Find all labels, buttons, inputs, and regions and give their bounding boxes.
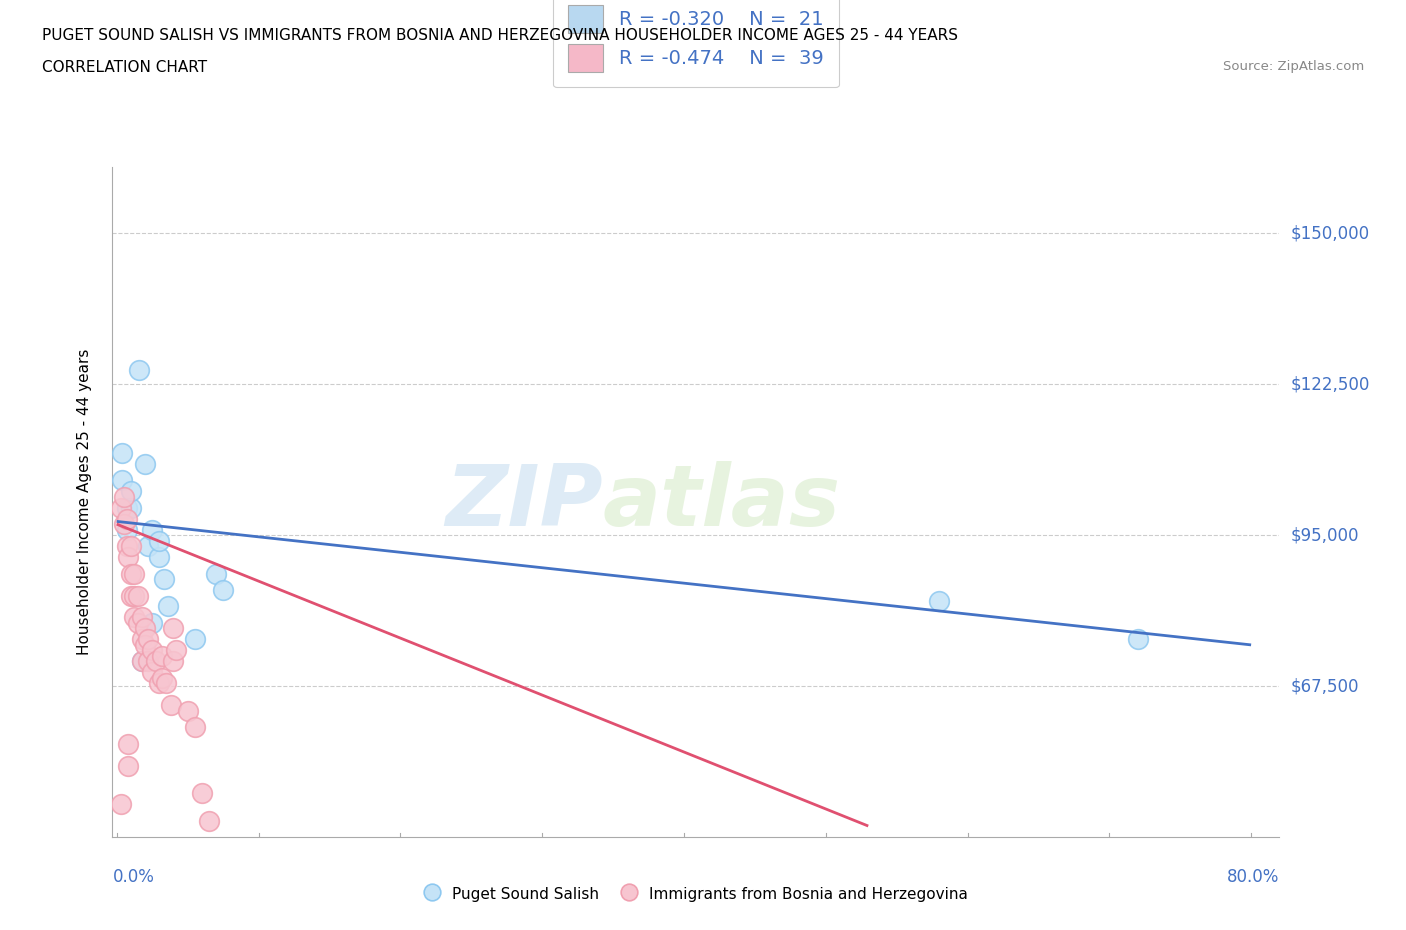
Point (134, 637, 156, 652)
Point (115, 512, 138, 526)
Point (131, 610, 153, 625)
Point (162, 621, 184, 636)
Text: 0.0%: 0.0% (112, 868, 155, 885)
Point (128, 363, 150, 378)
Point (183, 632, 205, 647)
Point (136, 654, 159, 669)
Text: $95,000: $95,000 (1291, 526, 1360, 544)
Text: CORRELATION CHART: CORRELATION CHART (42, 60, 207, 75)
Point (145, 654, 167, 669)
Point (134, 621, 156, 636)
Point (162, 654, 184, 669)
Point (115, 500, 138, 515)
Text: atlas: atlas (603, 460, 841, 544)
Point (141, 643, 163, 658)
Point (928, 593, 950, 608)
Point (148, 676, 170, 691)
Point (155, 676, 177, 691)
Point (122, 588, 145, 603)
Point (134, 457, 156, 472)
Point (165, 643, 187, 658)
Point (1126, 632, 1149, 647)
Point (131, 654, 153, 669)
Text: $67,500: $67,500 (1291, 677, 1360, 695)
Text: ZIP: ZIP (444, 460, 603, 544)
Point (110, 500, 132, 515)
Text: $122,500: $122,500 (1291, 375, 1369, 393)
Point (156, 599, 179, 614)
Text: PUGET SOUND SALISH VS IMMIGRANTS FROM BOSNIA AND HERZEGOVINA HOUSEHOLDER INCOME : PUGET SOUND SALISH VS IMMIGRANTS FROM BO… (42, 28, 957, 43)
Point (127, 616, 149, 631)
Point (141, 616, 163, 631)
Point (120, 500, 142, 515)
Point (117, 758, 139, 773)
Point (159, 698, 181, 712)
Point (183, 720, 205, 735)
Point (191, 786, 214, 801)
Point (127, 588, 149, 603)
Point (152, 572, 174, 587)
Point (112, 517, 135, 532)
Point (111, 445, 134, 460)
Point (122, 610, 145, 625)
Point (110, 797, 132, 812)
Point (205, 566, 228, 581)
Point (136, 538, 159, 553)
Point (148, 550, 170, 565)
Point (212, 582, 235, 597)
Point (150, 671, 173, 685)
Point (148, 533, 170, 548)
Text: Source: ZipAtlas.com: Source: ZipAtlas.com (1223, 60, 1364, 73)
Point (176, 703, 198, 718)
Point (131, 632, 153, 647)
Point (141, 523, 163, 538)
Point (120, 484, 142, 498)
Point (120, 588, 142, 603)
Point (150, 648, 173, 663)
Point (111, 472, 134, 487)
Point (117, 737, 139, 751)
Point (198, 813, 221, 828)
Point (141, 665, 163, 680)
Text: $150,000: $150,000 (1291, 224, 1369, 242)
Point (117, 550, 139, 565)
Point (115, 538, 138, 553)
Legend: Puget Sound Salish, Immigrants from Bosnia and Herzegovina: Puget Sound Salish, Immigrants from Bosn… (418, 879, 974, 910)
Point (112, 489, 135, 504)
Point (115, 523, 138, 538)
Point (120, 538, 142, 553)
Point (131, 654, 153, 669)
Point (136, 632, 159, 647)
Point (122, 566, 145, 581)
Y-axis label: Householder Income Ages 25 - 44 years: Householder Income Ages 25 - 44 years (77, 349, 91, 656)
Point (120, 566, 142, 581)
Text: 80.0%: 80.0% (1227, 868, 1279, 885)
